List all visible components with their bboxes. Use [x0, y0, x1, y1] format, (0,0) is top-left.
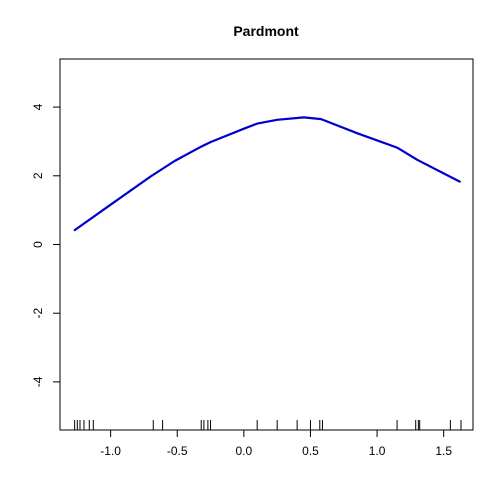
chart-title: Pardmont: [233, 23, 299, 39]
y-tick-label: -2: [31, 308, 45, 319]
series-group: [73, 116, 461, 232]
rug-marks: [74, 420, 462, 430]
x-tick-label: -0.5: [167, 444, 188, 458]
x-tick-label: 0.0: [236, 444, 253, 458]
x-tick-label: 1.5: [435, 444, 452, 458]
x-axis: -1.0 -0.5 0.0 0.5 1.0 1.5: [100, 429, 452, 458]
x-tick-label: 0.5: [302, 444, 319, 458]
x-tick-label: 1.0: [369, 444, 386, 458]
x-tick-label: -1.0: [100, 444, 121, 458]
plot-frame: [59, 58, 474, 431]
y-tick-label: -4: [31, 376, 45, 387]
y-tick-label: 0: [31, 241, 45, 248]
series-line: [73, 116, 461, 232]
y-axis: -4 -2 0 2 4: [31, 103, 61, 387]
y-tick-label: 4: [31, 103, 45, 110]
y-tick-label: 2: [31, 172, 45, 179]
